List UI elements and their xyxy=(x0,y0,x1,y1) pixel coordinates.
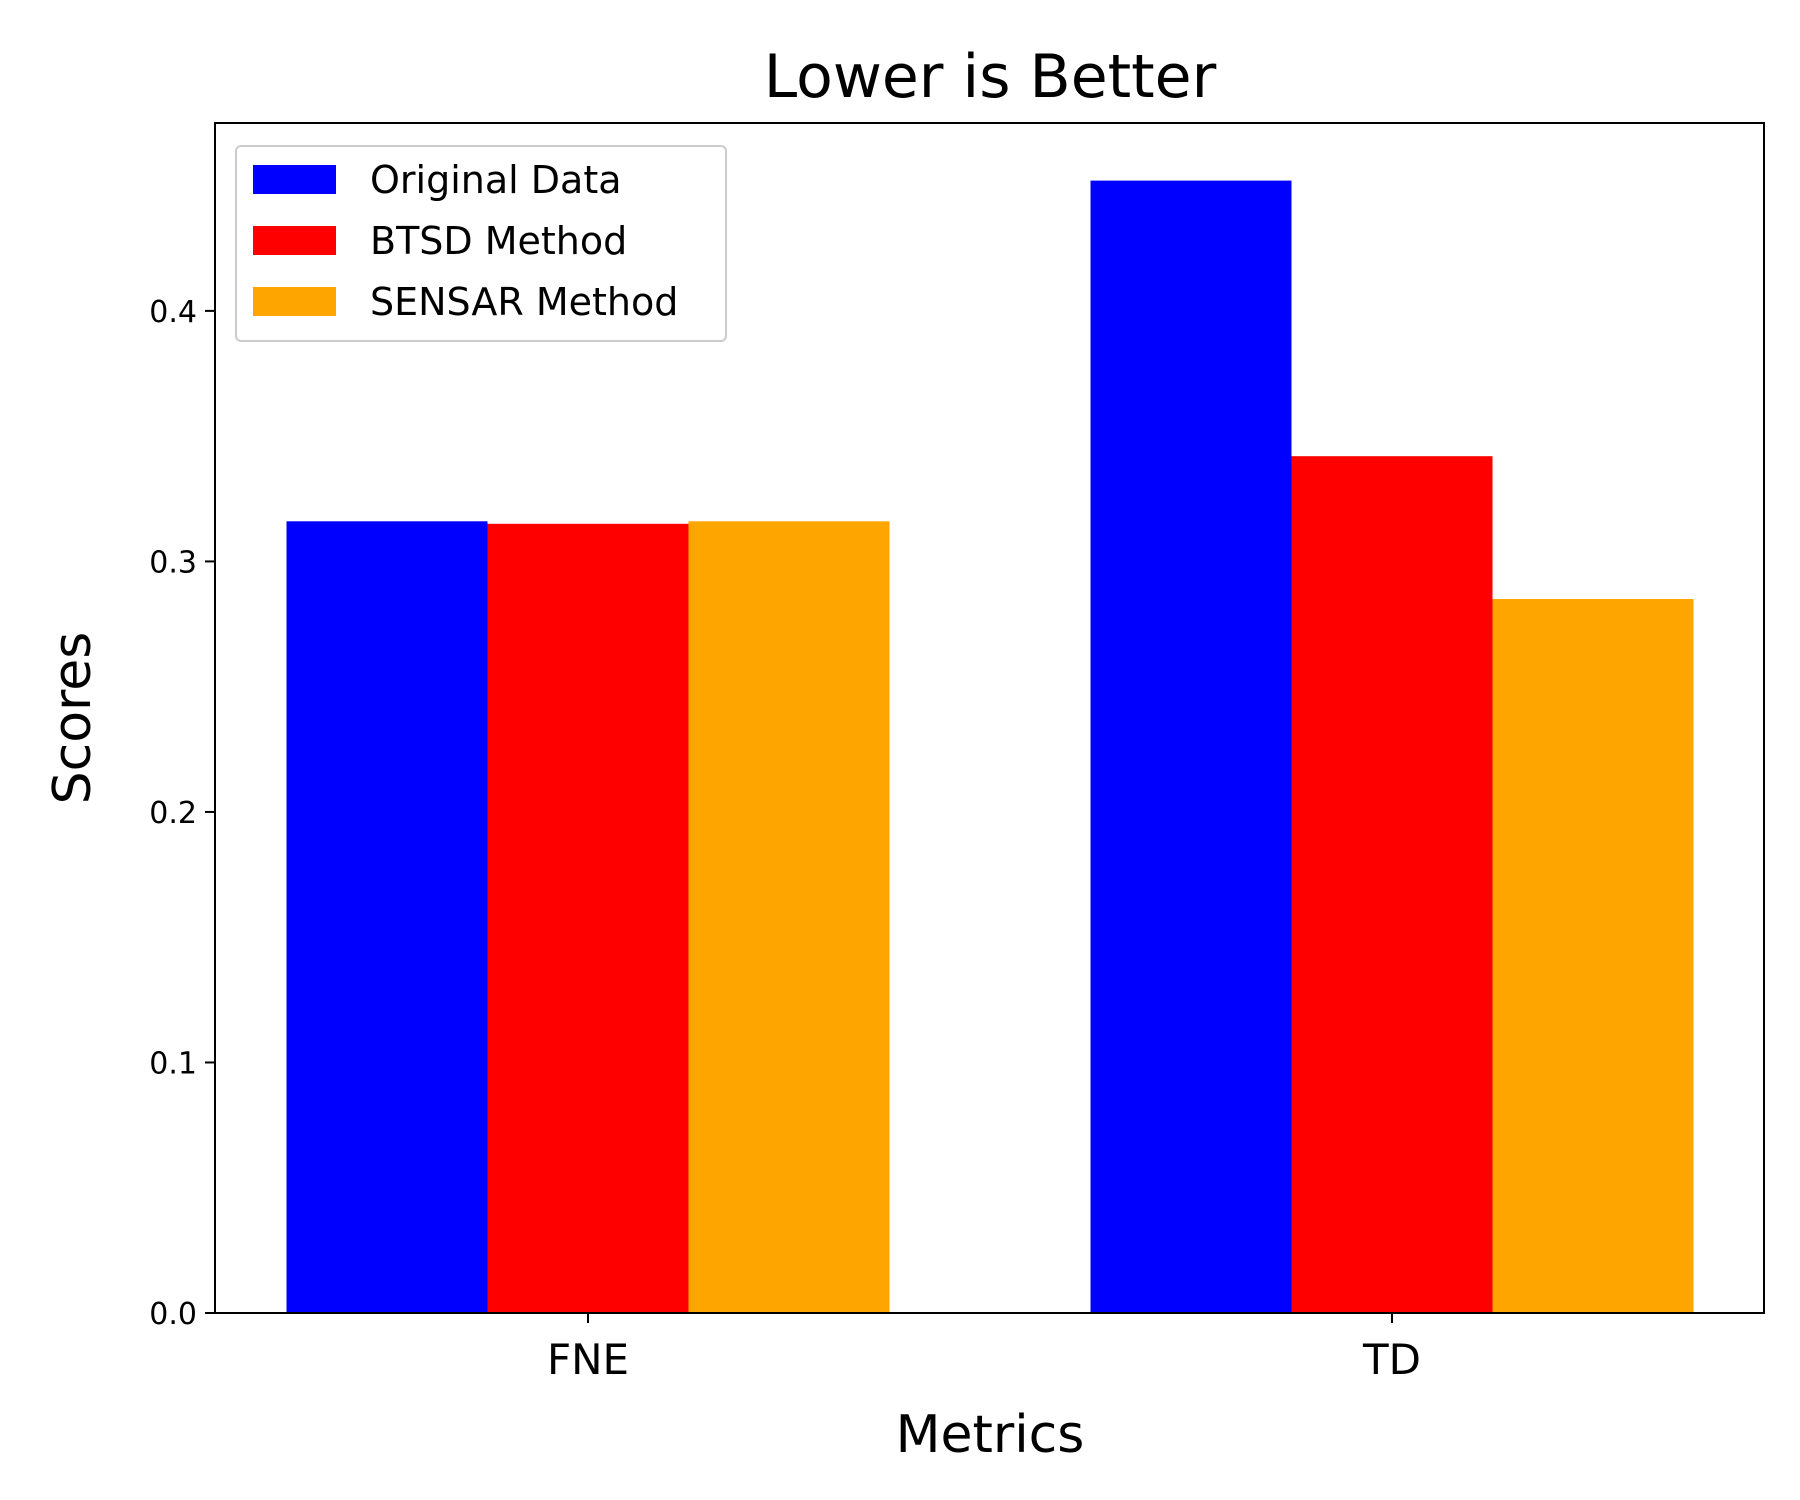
plot-frame xyxy=(214,122,1765,1314)
legend-label-1: Original Data xyxy=(370,158,622,202)
legend-swatch-3 xyxy=(253,287,336,316)
x-axis: FNE TD xyxy=(547,1313,1421,1384)
y-axis: 0.0 0.1 0.2 0.3 0.4 xyxy=(149,295,215,1332)
bar-td-1 xyxy=(1090,180,1292,1314)
x-tick-label-fne: FNE xyxy=(547,1335,629,1384)
legend-swatch-1 xyxy=(253,165,336,194)
y-tick-label: 0.1 xyxy=(149,1046,197,1081)
x-axis-title: Metrics xyxy=(896,1405,1085,1465)
x-tick-label-td: TD xyxy=(1362,1335,1421,1384)
y-tick-label: 0.3 xyxy=(149,545,197,580)
legend-label-3: SENSAR Method xyxy=(370,280,678,324)
bar-td-2 xyxy=(1291,456,1493,1313)
bar-fne-1 xyxy=(286,521,488,1313)
y-tick-label: 0.2 xyxy=(149,796,197,831)
legend-box xyxy=(235,145,727,342)
legend-swatch-2 xyxy=(253,226,336,255)
bar-td-3 xyxy=(1492,599,1694,1313)
legend: Original Data BTSD Method SENSAR Method xyxy=(235,145,727,342)
y-axis-title: Scores xyxy=(43,632,103,805)
legend-label-2: BTSD Method xyxy=(370,219,627,263)
chart-title: Lower is Better xyxy=(764,42,1217,112)
bars-group xyxy=(286,180,1694,1314)
y-tick-label: 0.4 xyxy=(149,295,197,330)
y-tick-label: 0.0 xyxy=(149,1297,197,1332)
bar-fne-2 xyxy=(487,523,689,1313)
bar-fne-3 xyxy=(688,521,890,1313)
